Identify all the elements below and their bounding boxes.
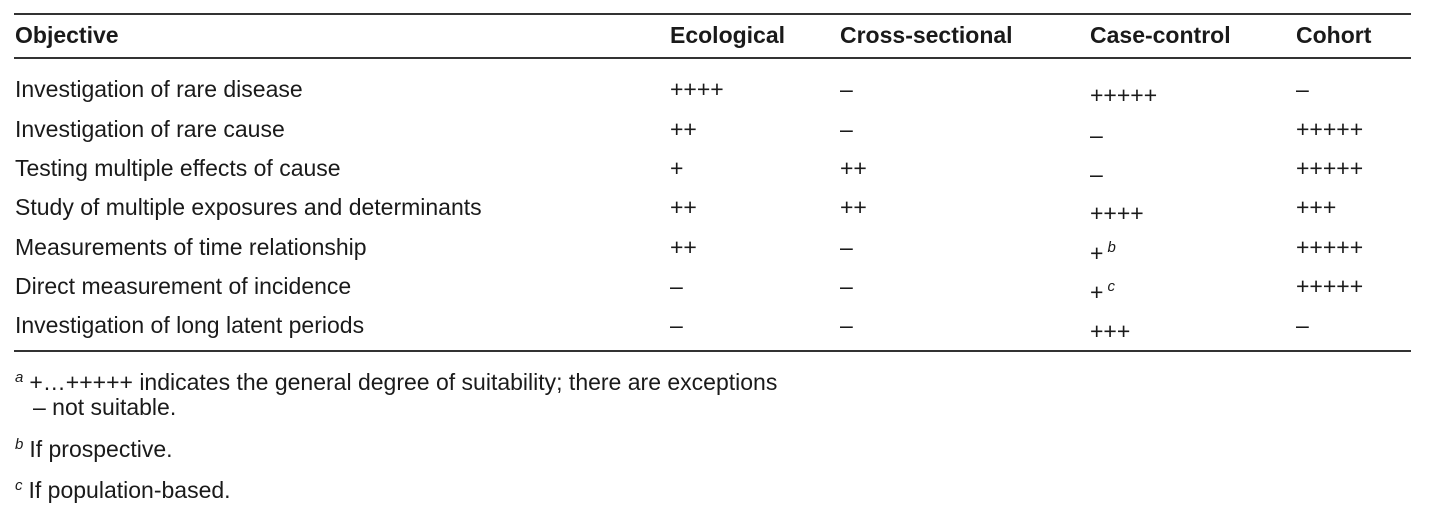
header-ecological: Ecological (670, 22, 786, 48)
objective-cell: Investigation of rare disease (15, 76, 303, 102)
ecological-cell: ++ (670, 194, 697, 220)
table-row: Direct measurement of incidence – – + c +… (0, 267, 1447, 306)
ecological-cell: – (670, 273, 683, 299)
case-control-cell: – (1090, 110, 1107, 155)
cohort-cell: – (1296, 76, 1309, 102)
cohort-cell: +++++ (1296, 116, 1364, 142)
case-control-value: +++++ (1090, 82, 1158, 108)
footnote-marker: b (1107, 239, 1116, 256)
cohort-cell: +++++ (1296, 155, 1364, 181)
ecological-cell: + (670, 155, 684, 181)
ecological-cell: ++++ (670, 76, 724, 102)
cohort-cell: – (1296, 312, 1309, 338)
case-control-value: – (1090, 122, 1103, 148)
case-control-cell: + c (1090, 267, 1115, 312)
footnote-text: +…+++++ indicates the general degree of … (29, 369, 778, 395)
cohort-cell: +++++ (1296, 234, 1364, 260)
case-control-value: +++ (1090, 318, 1131, 344)
table-row: Investigation of rare cause ++ – – +++++ (0, 110, 1447, 149)
footnote-marker: c (15, 477, 23, 494)
objective-cell: Study of multiple exposures and determin… (15, 194, 482, 220)
case-control-value: ++++ (1090, 200, 1144, 226)
footnote-a-continuation: – not suitable. (33, 394, 177, 420)
case-control-value: + (1090, 279, 1104, 305)
table-row: Measurements of time relationship ++ – +… (0, 228, 1447, 267)
ecological-cell: ++ (670, 234, 697, 260)
objective-cell: Testing multiple effects of cause (15, 155, 341, 181)
table-row: Investigation of rare disease ++++ – +++… (0, 70, 1447, 109)
cross-sectional-cell: ++ (840, 194, 867, 220)
case-control-cell: +++++ (1090, 70, 1161, 115)
header-cohort: Cohort (1296, 22, 1372, 48)
cross-sectional-cell: – (840, 234, 853, 260)
footnote-b: b If prospective. (15, 430, 173, 464)
footnote-c: c If population-based. (15, 471, 231, 505)
cross-sectional-cell: – (840, 312, 853, 338)
cross-sectional-cell: ++ (840, 155, 867, 181)
case-control-value: – (1090, 161, 1103, 187)
footnote-marker: a (15, 369, 24, 386)
footnote-text: If population-based. (28, 477, 231, 503)
case-control-cell: +++ (1090, 306, 1134, 351)
ecological-cell: – (670, 312, 683, 338)
table-top-rule (14, 13, 1411, 15)
cross-sectional-cell: – (840, 273, 853, 299)
objective-cell: Investigation of rare cause (15, 116, 285, 142)
header-case-control: Case-control (1090, 22, 1231, 48)
table-bottom-rule (14, 350, 1411, 352)
case-control-cell: ++++ (1090, 188, 1148, 233)
case-control-cell: – (1090, 149, 1107, 194)
ecological-cell: ++ (670, 116, 697, 142)
table-header-rule (14, 57, 1411, 59)
objective-cell: Measurements of time relationship (15, 234, 367, 260)
table-row: Study of multiple exposures and determin… (0, 188, 1447, 227)
objective-cell: Direct measurement of incidence (15, 273, 352, 299)
table-header-row: Objective Ecological Cross-sectional Cas… (0, 16, 1447, 55)
footnote-a: a +…+++++ indicates the general degree of… (15, 363, 777, 397)
cross-sectional-cell: – (840, 116, 853, 142)
header-objective: Objective (15, 22, 119, 48)
table-row: Testing multiple effects of cause + ++ –… (0, 149, 1447, 188)
cohort-cell: +++++ (1296, 273, 1364, 299)
footnote-marker: b (15, 436, 24, 453)
cross-sectional-cell: – (840, 76, 853, 102)
case-control-value: + (1090, 240, 1104, 266)
header-cross-sectional: Cross-sectional (840, 22, 1013, 48)
objective-cell: Investigation of long latent periods (15, 312, 365, 338)
footnote-marker: c (1107, 278, 1115, 295)
footnote-text: If prospective. (29, 436, 173, 462)
table-row: Investigation of long latent periods – –… (0, 306, 1447, 345)
case-control-cell: + b (1090, 228, 1116, 273)
cohort-cell: +++ (1296, 194, 1337, 220)
